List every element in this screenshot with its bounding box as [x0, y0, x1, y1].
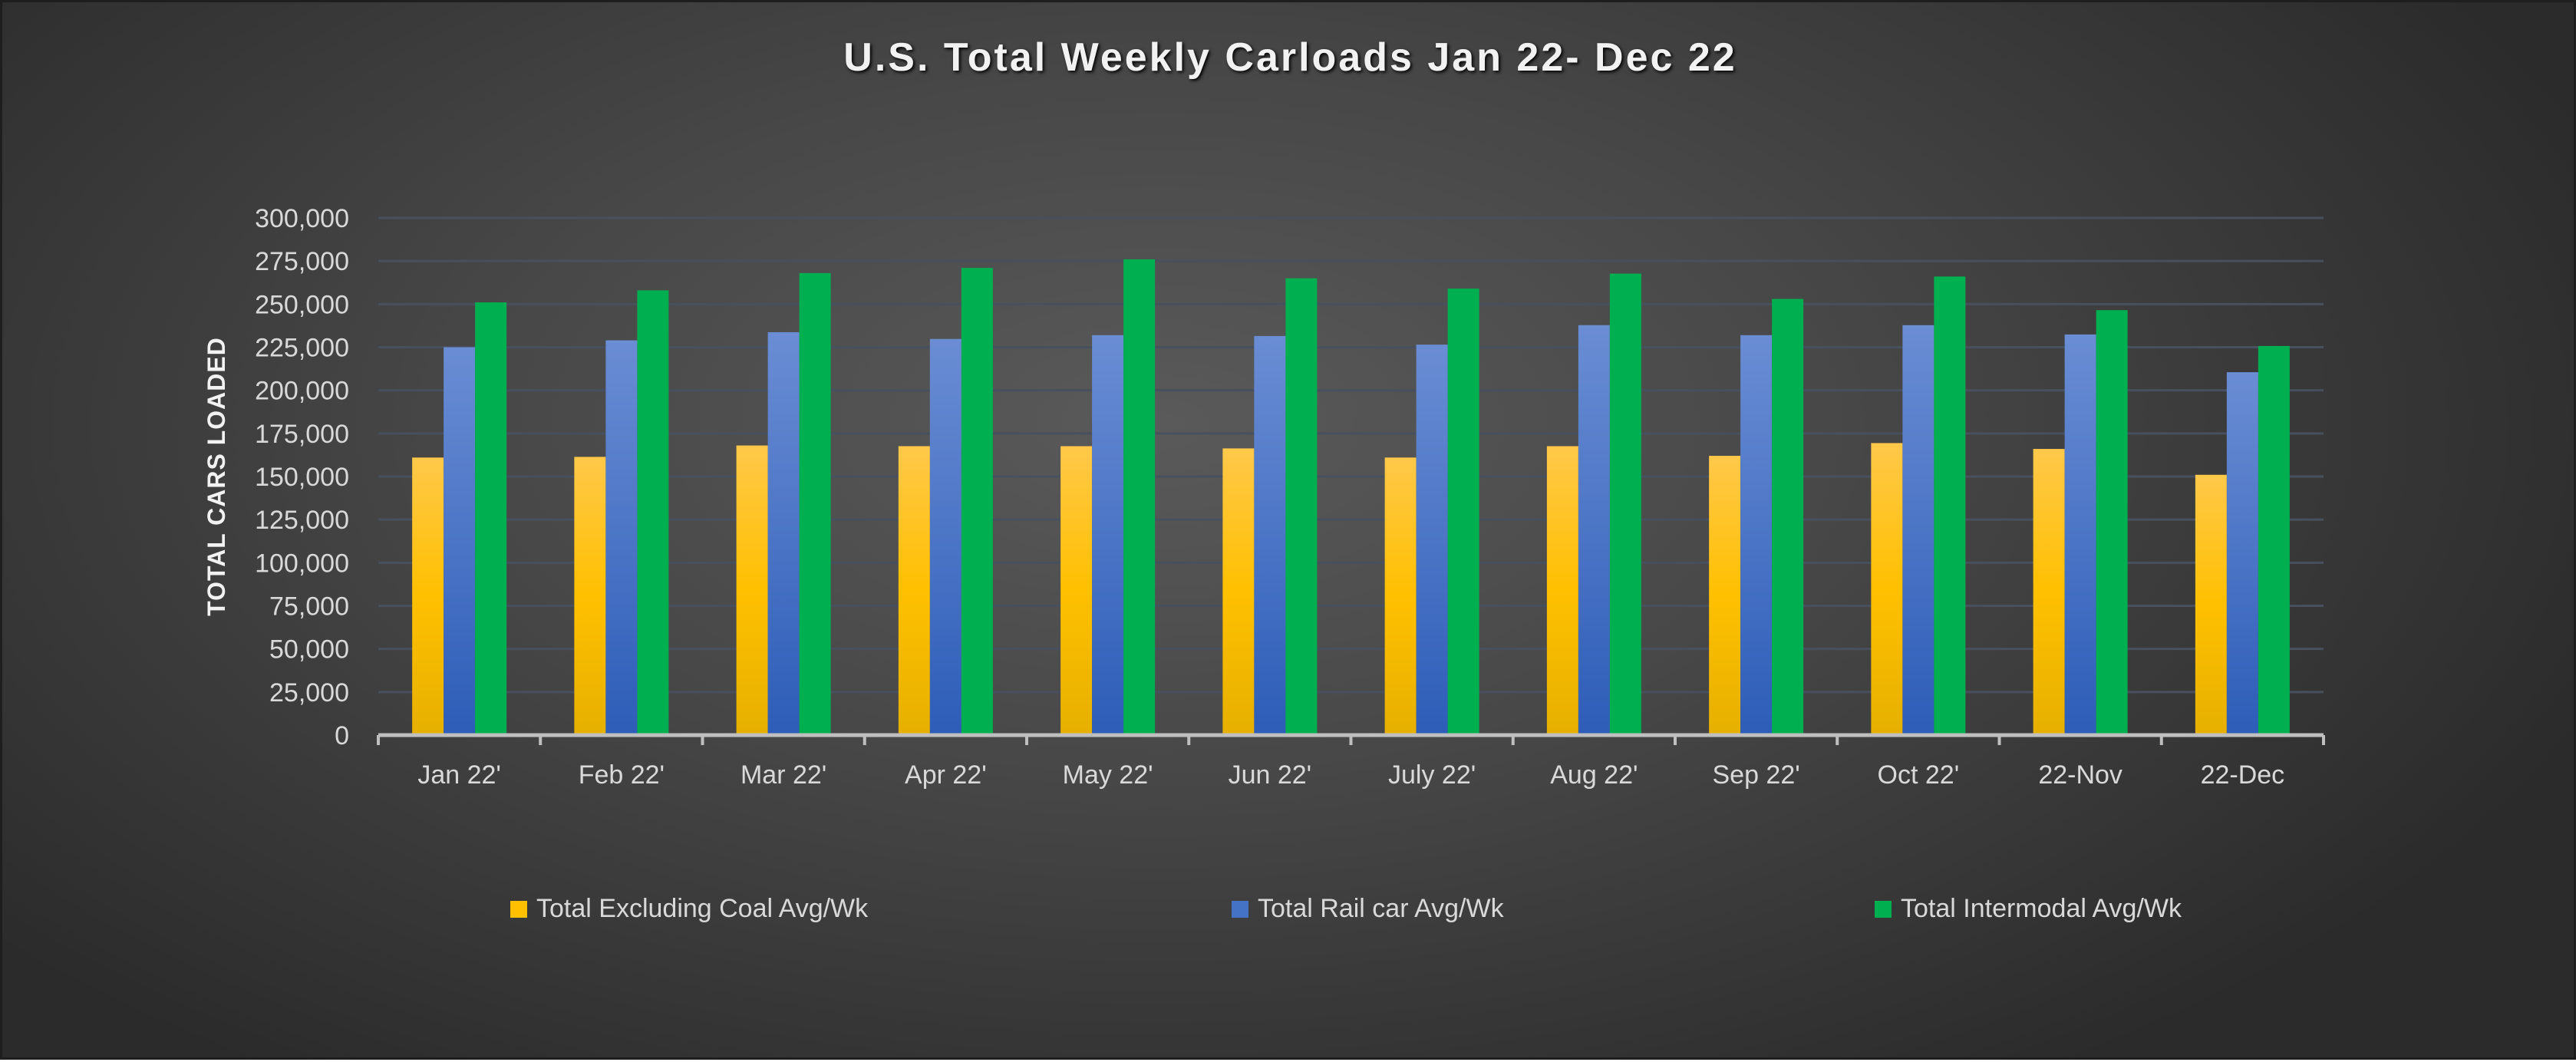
- legend-swatch: [1875, 900, 1892, 918]
- legend-item-rail-car: Total Rail car Avg/Wk: [1232, 894, 1504, 924]
- x-tick-label: Mar 22': [740, 760, 826, 790]
- bar-intermodal: [475, 302, 507, 735]
- bar-intermodal: [1447, 289, 1479, 735]
- bar-excluding-coal: [1546, 446, 1578, 735]
- bar-rail-car: [1902, 325, 1934, 735]
- x-tick-label: 22-Dec: [2201, 760, 2285, 790]
- legend-label: Total Rail car Avg/Wk: [1258, 894, 1504, 923]
- x-tick-label: Sep 22': [1712, 760, 1799, 790]
- y-tick-label: 150,000: [255, 463, 349, 492]
- bar-rail-car: [1092, 335, 1124, 736]
- bar-excluding-coal: [2033, 449, 2065, 735]
- bar-excluding-coal: [2195, 474, 2227, 735]
- bar-rail-car: [929, 338, 961, 735]
- bar-intermodal: [1123, 259, 1156, 735]
- y-tick-label: 275,000: [255, 247, 349, 276]
- bar-intermodal: [1934, 276, 1966, 735]
- y-tick-label: 100,000: [255, 549, 349, 578]
- y-tick-label: 250,000: [255, 290, 349, 319]
- bar-intermodal: [2096, 310, 2128, 735]
- bar-excluding-coal: [412, 457, 444, 735]
- bar-excluding-coal: [1709, 456, 1741, 735]
- x-tick-label: Jan 22': [417, 760, 501, 790]
- y-tick-label: 125,000: [255, 506, 349, 535]
- bar-intermodal: [799, 272, 831, 736]
- y-tick-label: 225,000: [255, 334, 349, 363]
- x-tick-label: 22-Nov: [2038, 760, 2122, 790]
- legend-item-intermodal: Total Intermodal Avg/Wk: [1875, 894, 2182, 924]
- y-tick-label: 75,000: [269, 592, 349, 622]
- y-tick-label: 300,000: [255, 204, 349, 233]
- y-tick-label: 25,000: [269, 678, 349, 707]
- y-axis-title: TOTAL CARS LOADED: [203, 337, 230, 616]
- bar-rail-car: [767, 331, 800, 736]
- bar-excluding-coal: [1060, 446, 1093, 735]
- chart-title: U.S. Total Weekly Carloads Jan 22- Dec 2…: [843, 35, 1737, 80]
- bar-rail-car: [1416, 345, 1448, 735]
- x-tick-label: Jun 22': [1229, 760, 1312, 790]
- bar-excluding-coal: [898, 446, 930, 735]
- bar-rail-car: [1578, 325, 1610, 735]
- bar-intermodal: [961, 268, 993, 735]
- x-tick-label: July 22': [1388, 760, 1476, 790]
- x-tick-label: Oct 22': [1878, 760, 1960, 790]
- bar-rail-car: [2226, 372, 2258, 735]
- bar-excluding-coal: [574, 457, 606, 735]
- legend-swatch: [510, 900, 527, 918]
- y-tick-label: 0: [335, 721, 349, 750]
- bar-rail-car: [444, 347, 476, 735]
- bar-intermodal: [1772, 298, 1804, 735]
- legend-swatch: [1232, 900, 1248, 918]
- bar-rail-car: [1740, 335, 1773, 736]
- bar-excluding-coal: [1222, 448, 1255, 735]
- x-tick-label: Feb 22': [579, 760, 665, 790]
- bar-excluding-coal: [1871, 443, 1903, 735]
- bar-intermodal: [1285, 278, 1318, 736]
- x-tick-label: May 22': [1063, 760, 1153, 790]
- legend-label: Total Excluding Coal Avg/Wk: [536, 894, 869, 923]
- x-tick-label: Aug 22': [1550, 760, 1638, 790]
- bar-intermodal: [2258, 345, 2290, 735]
- legend-label: Total Intermodal Avg/Wk: [1901, 894, 2182, 923]
- x-tick-label: Apr 22': [905, 760, 987, 790]
- bar-rail-car: [1254, 335, 1286, 735]
- y-tick-label: 200,000: [255, 377, 349, 406]
- y-tick-label: 50,000: [269, 635, 349, 665]
- bar-rail-car: [2064, 334, 2096, 736]
- bar-intermodal: [1609, 273, 1641, 735]
- bar-rail-car: [605, 340, 638, 736]
- bar-intermodal: [637, 290, 669, 735]
- legend-item-excluding-coal: Total Excluding Coal Avg/Wk: [510, 894, 868, 924]
- y-tick-label: 175,000: [255, 420, 349, 449]
- bar-excluding-coal: [1384, 457, 1417, 735]
- bar-excluding-coal: [736, 445, 768, 735]
